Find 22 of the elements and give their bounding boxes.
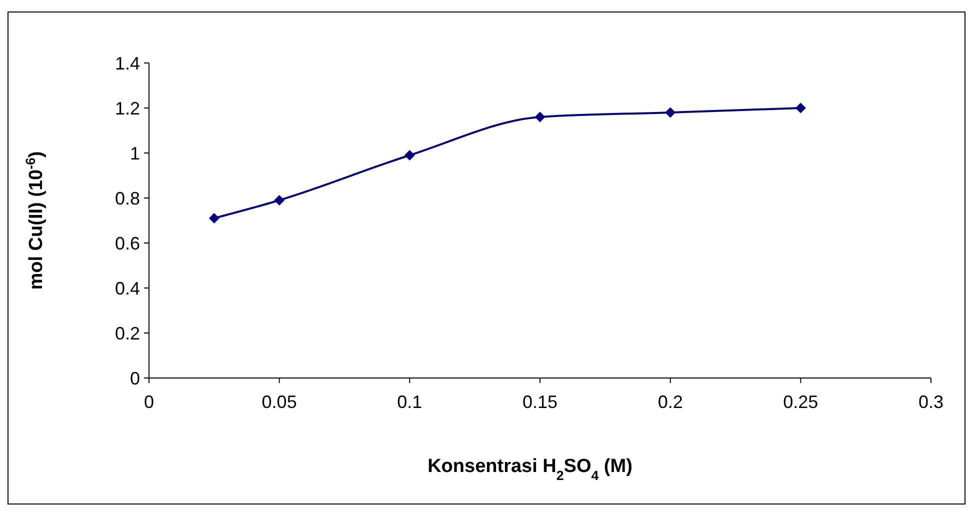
y-tick-label: 0 [130, 368, 140, 388]
x-tick-label: 0.05 [262, 392, 297, 412]
y-tick-label: 0.4 [114, 278, 140, 298]
point [665, 107, 676, 118]
point [404, 150, 415, 160]
y-tick-label: 0.8 [114, 188, 140, 208]
y-tick-label: 0.6 [114, 233, 140, 254]
x-tick-label: 0.1 [397, 392, 422, 412]
point [208, 213, 220, 224]
y-tick-label: 1 [130, 143, 140, 164]
y-tick-label: 0.2 [114, 323, 140, 344]
x-tick-label: 0 [144, 392, 154, 412]
point [274, 195, 285, 206]
x-tick-label: 0.25 [783, 392, 818, 412]
point [534, 112, 546, 122]
point [795, 102, 806, 114]
x-tick-label: 0.15 [522, 392, 558, 412]
x-tick-label: 0.3 [918, 392, 944, 412]
x-tick-label: 0.2 [658, 392, 683, 412]
y-tick-label: 1.2 [114, 98, 140, 118]
x-axis-title: Konsentrasi H$_{2}$SO$_{4}$ (M) [428, 456, 632, 482]
y-tick-label: 1.4 [114, 53, 140, 74]
